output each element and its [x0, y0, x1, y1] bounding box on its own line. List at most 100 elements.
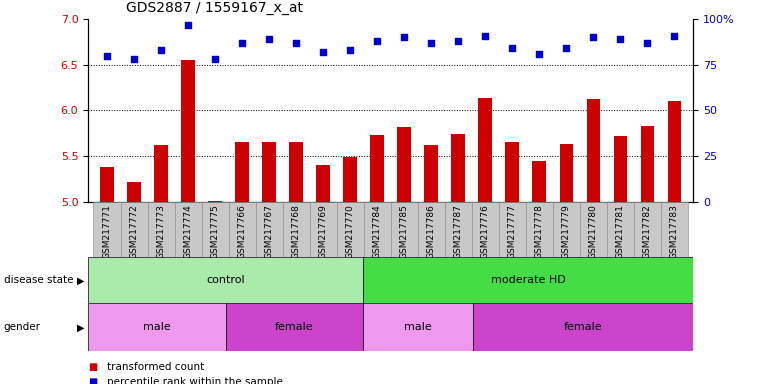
Bar	[154, 145, 168, 202]
Point	[398, 35, 411, 41]
Text: GSM217775: GSM217775	[211, 204, 220, 259]
Text: GSM217780: GSM217780	[589, 204, 597, 259]
Bar	[316, 165, 330, 202]
Bar	[371, 135, 384, 202]
Point	[290, 40, 303, 46]
Point	[155, 47, 167, 53]
Text: ▶: ▶	[77, 322, 84, 333]
Point	[560, 45, 572, 51]
Point	[263, 36, 275, 42]
Bar	[336, 202, 364, 257]
Text: percentile rank within the sample: percentile rank within the sample	[107, 377, 283, 384]
Text: female: female	[564, 322, 603, 333]
Bar	[445, 202, 472, 257]
Text: GSM217774: GSM217774	[184, 204, 192, 259]
Bar	[208, 201, 222, 202]
Bar	[182, 60, 195, 202]
Text: GSM217771: GSM217771	[103, 204, 112, 259]
Text: GSM217772: GSM217772	[129, 204, 139, 259]
Point	[641, 40, 653, 46]
Bar	[607, 202, 633, 257]
Bar	[283, 202, 309, 257]
Bar	[559, 144, 573, 202]
Point	[506, 45, 519, 51]
Bar	[290, 142, 303, 202]
Bar	[88, 257, 363, 303]
Text: GSM217785: GSM217785	[400, 204, 409, 259]
Bar	[499, 202, 525, 257]
Point	[317, 49, 329, 55]
Point	[344, 47, 356, 53]
Bar	[88, 303, 226, 351]
Bar	[235, 142, 249, 202]
Text: control: control	[206, 275, 245, 285]
Text: gender: gender	[4, 322, 41, 333]
Text: transformed count: transformed count	[107, 362, 205, 372]
Point	[588, 35, 600, 41]
Text: GDS2887 / 1559167_x_at: GDS2887 / 1559167_x_at	[126, 2, 303, 15]
Bar	[120, 202, 148, 257]
Point	[479, 33, 491, 39]
Text: GSM217783: GSM217783	[669, 204, 679, 259]
Bar	[614, 136, 627, 202]
Text: ■: ■	[88, 362, 97, 372]
Text: disease state: disease state	[4, 275, 74, 285]
Bar	[262, 142, 276, 202]
Bar	[226, 303, 363, 351]
Bar	[661, 202, 688, 257]
Bar	[309, 202, 336, 257]
Bar	[363, 303, 473, 351]
Bar	[640, 126, 654, 202]
Point	[182, 22, 194, 28]
Point	[371, 38, 383, 44]
Text: GSM217768: GSM217768	[292, 204, 300, 259]
Bar	[175, 202, 201, 257]
Bar	[633, 202, 661, 257]
Bar	[532, 161, 546, 202]
Point	[425, 40, 437, 46]
Bar	[553, 202, 580, 257]
Point	[101, 53, 113, 59]
Bar	[148, 202, 175, 257]
Text: GSM217769: GSM217769	[319, 204, 328, 259]
Bar	[473, 303, 693, 351]
Point	[452, 38, 464, 44]
Text: ■: ■	[88, 377, 97, 384]
Point	[614, 36, 627, 42]
Point	[209, 56, 221, 63]
Point	[668, 33, 680, 39]
Text: GSM217767: GSM217767	[264, 204, 273, 259]
Text: GSM217786: GSM217786	[427, 204, 436, 259]
Text: GSM217787: GSM217787	[453, 204, 463, 259]
Bar	[398, 127, 411, 202]
Point	[236, 40, 248, 46]
Text: GSM217766: GSM217766	[237, 204, 247, 259]
Bar	[479, 98, 492, 202]
Text: female: female	[275, 322, 314, 333]
Text: GSM217770: GSM217770	[345, 204, 355, 259]
Text: GSM217776: GSM217776	[481, 204, 489, 259]
Point	[128, 56, 140, 63]
Text: male: male	[404, 322, 432, 333]
Bar	[100, 167, 114, 202]
Bar	[506, 142, 519, 202]
Bar	[580, 202, 607, 257]
Bar	[424, 145, 438, 202]
Bar	[417, 202, 445, 257]
Bar	[201, 202, 228, 257]
Text: GSM217782: GSM217782	[643, 204, 652, 259]
Text: male: male	[143, 322, 171, 333]
Bar	[525, 202, 553, 257]
Text: GSM217778: GSM217778	[535, 204, 544, 259]
Text: moderate HD: moderate HD	[491, 275, 565, 285]
Text: GSM217779: GSM217779	[561, 204, 571, 259]
Bar	[228, 202, 256, 257]
Bar	[364, 202, 391, 257]
Bar	[391, 202, 417, 257]
Point	[533, 51, 545, 57]
Bar	[667, 101, 681, 202]
Bar	[451, 134, 465, 202]
Bar	[363, 257, 693, 303]
Bar	[93, 202, 120, 257]
Text: ▶: ▶	[77, 275, 84, 285]
